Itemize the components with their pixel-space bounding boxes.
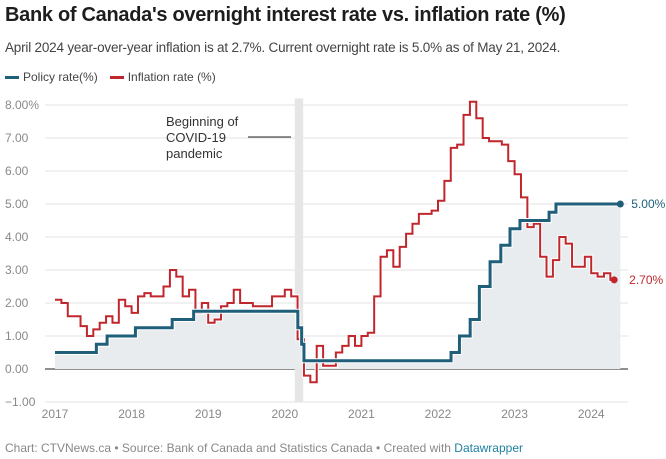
annotation-text: COVID-19 xyxy=(166,130,226,145)
x-tick-label: 2021 xyxy=(348,407,375,421)
chart-plot: −1.00 0.00 1.00 2.00 3.00 4.00 5.00 6.00 7.00 8.0… xyxy=(5,98,666,421)
chart-title: Bank of Canada's overnight interest rate… xyxy=(5,4,566,26)
x-tick-label: 2018 xyxy=(118,407,145,421)
x-tick-label: 2020 xyxy=(271,407,298,421)
y-tick-label: 8.00% xyxy=(5,98,39,112)
x-tick-label: 2024 xyxy=(578,407,605,421)
annotation-text: Beginning of xyxy=(166,114,239,129)
policy-end-dot xyxy=(616,200,624,208)
y-tick-label: 2.00 xyxy=(5,296,29,310)
legend: Policy rate(%) Inflation rate (%) xyxy=(5,70,216,84)
y-tick-label: 0.00 xyxy=(5,362,29,376)
y-tick-label: 7.00 xyxy=(5,131,29,145)
datawrapper-link[interactable]: Datawrapper xyxy=(454,441,523,455)
y-tick-label: 1.00 xyxy=(5,329,29,343)
annotation-text: pandemic xyxy=(166,146,223,161)
legend-item-policy: Policy rate(%) xyxy=(5,70,98,84)
legend-label-inflation: Inflation rate (%) xyxy=(127,70,216,84)
legend-swatch-inflation xyxy=(109,75,124,79)
x-tick-label: 2017 xyxy=(42,407,69,421)
y-tick-label: 5.00 xyxy=(5,197,29,211)
y-tick-label: 4.00 xyxy=(5,230,29,244)
inflation-end-dot xyxy=(610,276,618,284)
inflation-line xyxy=(55,100,615,384)
policy-area xyxy=(55,204,621,369)
chart-subtitle: April 2024 year-over-year inflation is a… xyxy=(5,40,561,55)
covid-band xyxy=(294,98,304,403)
y-tick-label: −1.00 xyxy=(5,395,36,409)
x-tick-label: 2023 xyxy=(501,407,528,421)
y-tick-label: 6.00 xyxy=(5,164,29,178)
policy-end-label: 5.00% xyxy=(631,197,665,211)
legend-swatch-policy xyxy=(5,75,19,79)
y-tick-label: 3.00 xyxy=(5,263,29,277)
legend-label-policy: Policy rate(%) xyxy=(23,70,98,84)
footer-credit: Chart: CTVNews.ca • Source: Bank of Cana… xyxy=(5,441,455,455)
legend-item-inflation: Inflation rate (%) xyxy=(109,70,216,84)
x-tick-label: 2019 xyxy=(195,407,222,421)
policy-line xyxy=(55,202,621,363)
x-tick-label: 2022 xyxy=(425,407,452,421)
inflation-end-label: 2.70% xyxy=(629,273,663,287)
footer: Chart: CTVNews.ca • Source: Bank of Cana… xyxy=(5,441,523,455)
